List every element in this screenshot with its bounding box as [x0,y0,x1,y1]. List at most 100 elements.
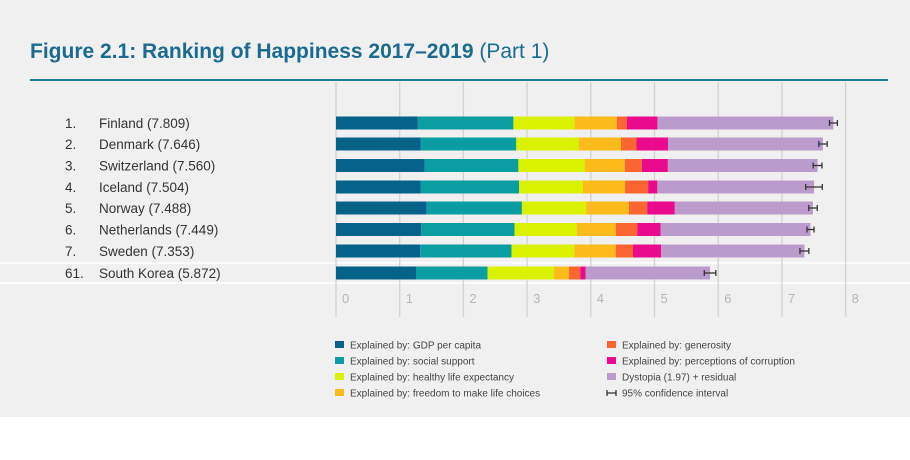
bar-segment-2 [513,116,575,130]
legend-swatch-5 [607,357,616,364]
country-label: Iceland (7.504) [99,180,189,195]
bar-segment-3 [584,159,625,172]
bar-segment-4 [615,223,638,236]
bar-segment-5 [648,180,658,194]
x-tick-label-4: 4 [597,291,604,306]
legend-swatch-2 [335,373,344,380]
bar-segment-1 [417,116,514,130]
bar-segment-0 [336,137,421,151]
legend-label-2: Explained by: healthy life expectancy [350,373,514,384]
bar-segment-0 [336,266,417,280]
bar-segment-2 [519,180,583,194]
bar-segment-3 [586,201,629,215]
legend-swatch-1 [335,357,344,364]
x-tick-label-0: 0 [342,291,349,306]
bar-segment-3 [574,244,616,258]
bar-segment-5 [633,244,662,258]
bar-segment-6 [657,180,815,194]
rank-label: 3. [65,159,76,174]
bar-segment-0 [336,201,427,215]
bar-segment-6 [661,244,805,258]
bar-segment-4 [615,244,634,258]
legend-label-6: Dystopia (1.97) + residual [622,373,736,384]
bar-segment-2 [518,159,585,172]
bar-segment-2 [511,244,575,258]
figure-title: Figure 2.1: Ranking of Happiness 2017–20… [30,40,549,64]
legend-label-1: Explained by: social support [350,357,475,368]
rank-label: 6. [65,223,76,238]
bar-segment-4 [624,159,642,172]
bar-segment-6 [657,116,834,130]
bar-segment-3 [576,223,616,236]
bar-segment-1 [420,244,512,258]
rank-label: 1. [65,116,76,131]
bar-segment-0 [336,244,421,258]
bar-segment-4 [625,180,649,194]
country-label: Sweden (7.353) [99,244,194,259]
bar-segment-2 [516,137,579,151]
bar-segment-6 [585,266,711,280]
rank-label: 7. [65,244,76,259]
bar-segment-4 [569,266,581,280]
country-label: Finland (7.809) [99,116,190,131]
x-tick-label-6: 6 [724,291,731,306]
bar-segment-5 [637,223,661,236]
bar-segment-5 [580,266,586,280]
bar-segment-0 [336,116,418,130]
rank-label: 2. [65,137,76,152]
legend-swatch-3 [335,389,344,396]
bar-segment-2 [521,201,587,215]
bar-segment-3 [574,116,617,130]
legend-swatch-4 [607,341,616,348]
legend-label-ci: 95% confidence interval [622,389,728,400]
rank-label: 61. [65,266,84,281]
bar-segment-4 [616,116,627,130]
figure-title-main: Figure 2.1: Ranking of Happiness 2017–20… [30,40,474,63]
bar-segment-6 [660,223,811,236]
bar-segment-0 [336,159,425,172]
x-tick-label-1: 1 [406,291,413,306]
bar-segment-1 [424,159,519,172]
bar-segment-6 [668,137,823,151]
title-rule [30,79,888,81]
bar-segment-6 [674,201,813,215]
country-label: Netherlands (7.449) [99,223,218,238]
bar-segment-5 [647,201,675,215]
rank-label: 4. [65,180,76,195]
rank-label: 5. [65,201,76,216]
bar-segment-1 [421,223,515,236]
bar-segment-1 [426,201,522,215]
bar-segment-3 [553,266,570,280]
figure-title-part: (Part 1) [473,40,550,63]
bar-segment-5 [641,159,668,172]
legend-label-4: Explained by: generosity [622,341,731,352]
bar-segment-0 [336,223,422,236]
bar-segment-4 [620,137,637,151]
bar-segment-2 [514,223,577,236]
legend-label-3: Explained by: freedom to make life choic… [350,389,540,400]
country-label: Norway (7.488) [99,201,191,216]
bar-segment-3 [582,180,626,194]
bar-segment-4 [628,201,648,215]
bar-segment-6 [667,159,818,172]
legend-label-0: Explained by: GDP per capita [350,341,481,352]
bar-segment-5 [636,137,669,151]
x-tick-label-3: 3 [533,291,540,306]
country-label: South Korea (5.872) [99,266,221,281]
bar-segment-1 [420,137,517,151]
x-tick-label-7: 7 [788,291,795,306]
legend-swatch-6 [607,373,616,380]
bar-segment-1 [420,180,520,194]
bar-segment-1 [416,266,488,280]
bar-segment-2 [487,266,554,280]
bar-segment-3 [578,137,621,151]
country-label: Switzerland (7.560) [99,159,215,174]
bar-segment-5 [626,116,658,130]
x-tick-label-2: 2 [469,291,476,306]
legend-label-5: Explained by: perceptions of corruption [622,357,795,368]
legend-swatch-0 [335,341,344,348]
country-label: Denmark (7.646) [99,137,200,152]
x-tick-label-5: 5 [661,291,668,306]
bar-segment-0 [336,180,421,194]
